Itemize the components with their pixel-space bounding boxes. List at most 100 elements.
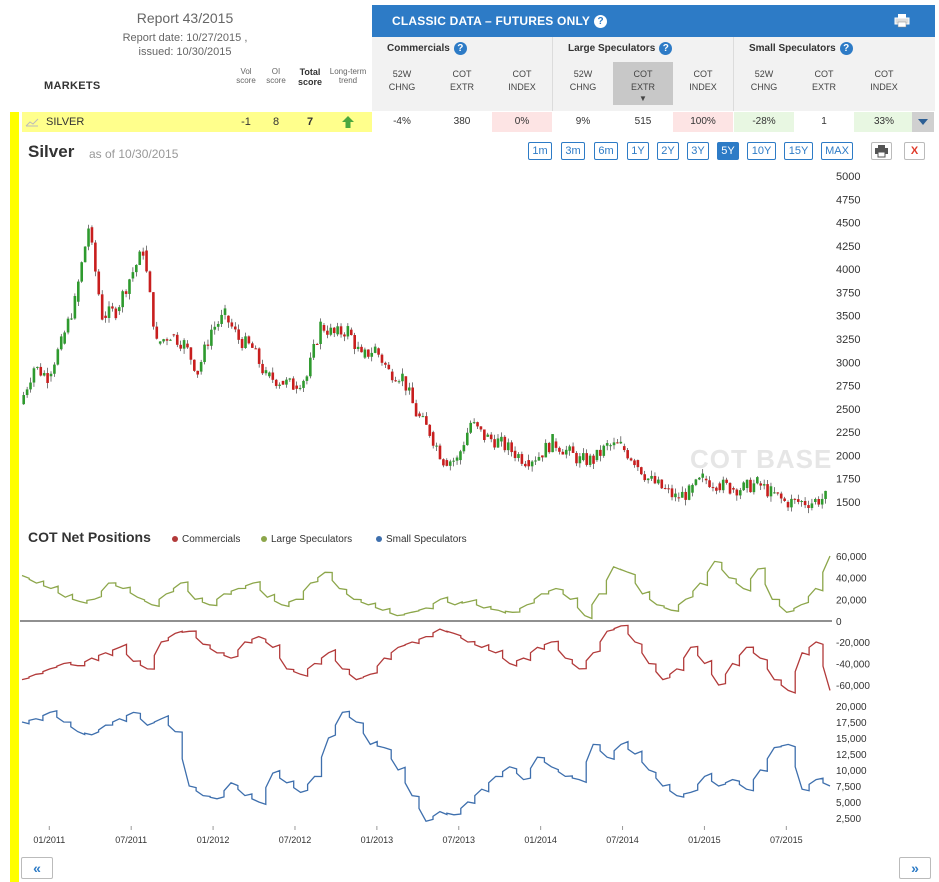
range-2y-button[interactable]: 2Y <box>657 142 679 160</box>
price-candle <box>230 322 234 327</box>
price-candle <box>523 463 527 467</box>
commercials-index-header[interactable]: COT INDEX <box>492 68 552 94</box>
oi-score-header[interactable]: OI score <box>263 67 289 85</box>
price-tick-label: 4500 <box>836 218 860 230</box>
price-candle <box>77 281 80 302</box>
small-52w-header[interactable]: 52W CHNG <box>734 68 794 94</box>
print-icon[interactable] <box>894 13 910 28</box>
col-header-line1: 52W <box>573 69 593 79</box>
price-candle <box>309 357 312 377</box>
price-candle <box>271 372 275 380</box>
price-candle <box>73 296 77 319</box>
col-header-line2: INDEX <box>689 82 717 92</box>
total-score-header[interactable]: Total score <box>293 67 327 87</box>
price-candle <box>704 478 708 481</box>
price-candle <box>326 330 329 335</box>
price-candle <box>94 242 97 272</box>
large-extr-header[interactable]: COT EXTR ▼ <box>613 62 673 105</box>
prev-button[interactable]: « <box>21 857 53 879</box>
help-icon[interactable]: ? <box>594 15 608 29</box>
large-speculators-group-title: Large Speculators? <box>553 42 733 55</box>
vol-score-header[interactable]: Vol score <box>234 67 258 85</box>
price-candle <box>616 442 619 444</box>
price-candle <box>179 344 182 349</box>
help-icon[interactable]: ? <box>659 42 673 55</box>
price-candle <box>220 314 223 324</box>
range-1y-button[interactable]: 1Y <box>627 142 649 160</box>
x-tick-label: 07/2015 <box>770 835 803 845</box>
report-date: Report date: 10/27/2015 , <box>122 32 248 44</box>
help-icon[interactable]: ? <box>839 42 853 55</box>
price-candle <box>312 343 316 358</box>
price-candle <box>274 379 278 386</box>
price-candle <box>592 455 595 464</box>
total-score: 7 <box>306 116 314 128</box>
range-1m-button[interactable]: 1m <box>528 142 552 160</box>
price-candle <box>663 488 667 490</box>
col-header-line1: COT <box>452 69 472 79</box>
chart-close-button[interactable]: X <box>904 142 925 160</box>
chart-print-button[interactable] <box>871 142 892 160</box>
commercials-extr-header[interactable]: COT EXTR <box>432 68 492 94</box>
price-candle <box>223 308 227 315</box>
legend-label: Commercials <box>182 534 241 545</box>
col-header-line2: EXTR <box>811 82 836 92</box>
cot-tick-label: 17,500 <box>836 718 867 729</box>
row-expand-button[interactable] <box>912 112 934 132</box>
price-candle <box>465 432 469 446</box>
cot-tick-label: 20,000 <box>836 595 867 606</box>
next-button[interactable]: » <box>899 857 931 879</box>
range-15y-button[interactable]: 15Y <box>784 142 813 160</box>
price-candle <box>486 434 490 437</box>
large-52w-header[interactable]: 52W CHNG <box>553 68 613 94</box>
price-candle <box>124 291 128 294</box>
silver-row[interactable] <box>22 112 372 132</box>
price-candle <box>578 456 582 464</box>
price-candle <box>469 422 472 433</box>
legend-large-speculators[interactable]: Large Speculators <box>261 534 352 545</box>
range-3m-button[interactable]: 3m <box>561 142 585 160</box>
price-tick-label: 4000 <box>836 264 860 276</box>
small-index-value: 33% <box>854 112 914 132</box>
classic-data-title: CLASSIC DATA – FUTURES ONLY? <box>392 14 608 29</box>
price-candle <box>510 442 513 453</box>
price-candle <box>527 460 531 467</box>
price-candle <box>346 326 350 337</box>
price-candle <box>32 368 36 383</box>
col-header-line1: COT <box>874 69 894 79</box>
print-icon <box>875 145 888 158</box>
price-tick-label: 4250 <box>836 241 860 253</box>
range-10y-button[interactable]: 10Y <box>747 142 776 160</box>
range-3y-button[interactable]: 3Y <box>687 142 709 160</box>
price-candle <box>786 502 790 508</box>
col-header-line2: CHNG <box>750 82 778 92</box>
cot-tick-label: -40,000 <box>836 660 870 671</box>
legend-small-speculators[interactable]: Small Speculators <box>376 534 467 545</box>
legend-dot <box>261 536 267 543</box>
price-candle <box>210 329 213 346</box>
price-candle <box>298 387 302 389</box>
col-header-line2: EXTR <box>449 82 474 92</box>
small-extr-header[interactable]: COT EXTR <box>794 68 854 94</box>
legend-dot <box>172 536 178 543</box>
range-6m-button[interactable]: 6m <box>594 142 618 160</box>
market-name[interactable]: SILVER <box>46 116 85 128</box>
small-index-header[interactable]: COT INDEX <box>854 68 914 94</box>
cot-tick-label: 10,000 <box>836 766 867 777</box>
large-index-value: 100% <box>673 112 733 132</box>
price-candle <box>605 443 609 446</box>
trend-header[interactable]: Long-term trend <box>328 67 368 85</box>
price-candle <box>66 318 70 333</box>
price-candle <box>90 227 94 243</box>
range-max-button[interactable]: MAX <box>821 142 853 160</box>
help-icon[interactable]: ? <box>453 42 467 55</box>
col-header-line2: CHNG <box>569 82 597 92</box>
x-tick-label: 01/2011 <box>33 835 65 845</box>
large-index-header[interactable]: COT INDEX <box>673 68 733 94</box>
price-candle <box>172 334 176 336</box>
range-5y-button[interactable]: 5Y <box>717 142 739 160</box>
price-candle <box>472 422 476 424</box>
commercials-52w-header[interactable]: 52W CHNG <box>372 68 432 94</box>
legend-commercials[interactable]: Commercials <box>172 534 240 545</box>
price-candle <box>336 326 339 335</box>
